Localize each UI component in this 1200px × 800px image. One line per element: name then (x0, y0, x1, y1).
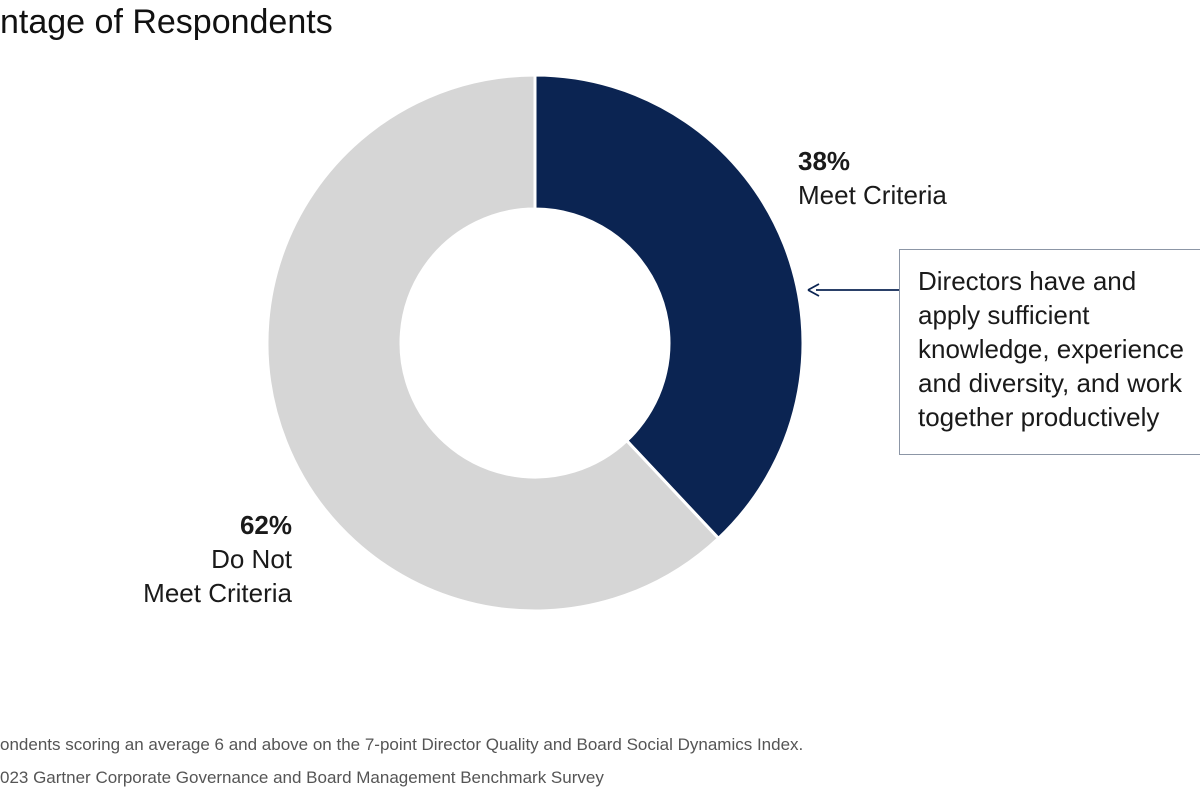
slice-value-meet-criteria: 38% (798, 146, 851, 176)
slice-label-meet-criteria: 38% Meet Criteria (798, 144, 947, 212)
slice-name-meet-criteria: Meet Criteria (798, 180, 947, 210)
callout-arrow-head (807, 283, 820, 297)
slice-name-do-not-meet-criteria: Do Not Meet Criteria (143, 544, 292, 608)
annotation-callout: Directors have and apply sufficient know… (899, 249, 1200, 455)
footnote-source: 023 Gartner Corporate Governance and Boa… (0, 768, 604, 787)
slice-do-not-meet-criteria (265, 73, 721, 613)
slice-label-do-not-meet-criteria: 62% Do Not Meet Criteria (143, 508, 292, 610)
slice-value-do-not-meet-criteria: 62% (239, 510, 292, 540)
annotation-text: Directors have and apply sufficient know… (918, 266, 1184, 432)
chart-title: ntage of Respondents (0, 3, 333, 41)
slice-meet-criteria (533, 73, 805, 541)
footnote-note: ondents scoring an average 6 and above o… (0, 735, 804, 754)
